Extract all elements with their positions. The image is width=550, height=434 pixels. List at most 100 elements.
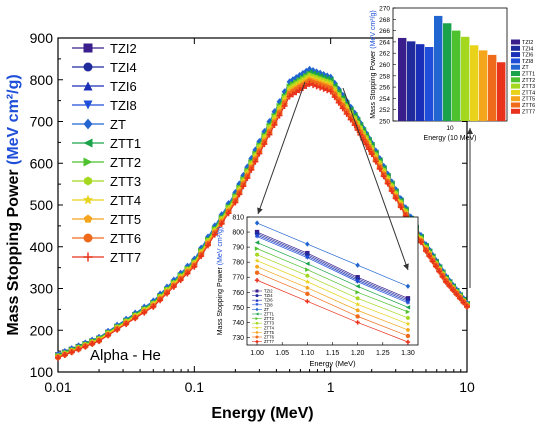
inset-legend-label-ztt7: ZTT7 bbox=[264, 339, 275, 344]
legend-marker-ztt6 bbox=[83, 233, 93, 243]
inset-legend-label-zt: ZT bbox=[264, 307, 270, 312]
legend-marker-ztt2 bbox=[83, 157, 93, 167]
data-point-ztt7 bbox=[68, 349, 75, 356]
legend-label-tzi4: TZI4 bbox=[110, 60, 137, 75]
bar-x-tick-label: 10 bbox=[446, 125, 454, 132]
data-point-ztt7 bbox=[331, 94, 338, 101]
inset-x-tick-label: 1.00 bbox=[250, 350, 264, 357]
inset-legend-label-tzi6: TZI6 bbox=[264, 298, 273, 303]
data-point-ztt7 bbox=[347, 116, 354, 123]
data-point-ztt7 bbox=[266, 131, 273, 138]
inset-series-line-tzi2 bbox=[256, 231, 409, 299]
inset-data-point-ztt5 bbox=[254, 264, 260, 269]
zoom-arrows bbox=[257, 81, 473, 288]
inset-legend-marker-tzi4 bbox=[255, 294, 259, 298]
inset-legend-marker-ztt7 bbox=[255, 340, 259, 344]
legend-marker-ztt1 bbox=[83, 138, 93, 148]
x-tick-label: 10 bbox=[459, 379, 475, 395]
data-point-ztt7 bbox=[446, 282, 453, 289]
bar-legend-swatch-tzi6 bbox=[511, 52, 520, 58]
inset-data-point-tzi8 bbox=[355, 279, 360, 284]
bar-legend-swatch-ztt5 bbox=[511, 96, 520, 102]
data-point-ztt7 bbox=[141, 309, 148, 316]
bar-legend-label-ztt6: ZTT6 bbox=[522, 103, 535, 109]
inset-data-point-ztt1 bbox=[254, 240, 260, 245]
y-tick-label: 700 bbox=[30, 114, 54, 130]
bar-legend-label-ztt7: ZTT7 bbox=[522, 109, 535, 115]
inset-y-tick-label: 810 bbox=[232, 215, 244, 222]
inset-y-tick-label: 780 bbox=[232, 260, 244, 267]
bar-y-tick-label: 266 bbox=[379, 28, 390, 35]
bar-tzi4 bbox=[407, 41, 416, 121]
inset-legend-marker-zt bbox=[255, 307, 259, 312]
data-point-ztt7 bbox=[363, 141, 370, 148]
bar-legend-label-tzi2: TZI2 bbox=[522, 40, 533, 46]
data-point-zt bbox=[281, 88, 288, 96]
bar-legend-swatch-ztt6 bbox=[511, 102, 520, 108]
inset-legend-label-ztt5: ZTT5 bbox=[264, 330, 275, 335]
bar-y-tick-label: 260 bbox=[379, 62, 390, 69]
bar-ztt1 bbox=[443, 23, 452, 122]
y-tick-label: 800 bbox=[30, 72, 54, 88]
legend-label-ztt4: ZTT4 bbox=[110, 193, 141, 208]
data-point-ztt7 bbox=[198, 253, 205, 260]
data-point-ztt7 bbox=[177, 277, 184, 284]
data-point-ztt7 bbox=[211, 231, 218, 238]
bar-ztt4 bbox=[470, 45, 479, 121]
legend-marker-ztt3 bbox=[84, 176, 92, 186]
x-tick-label: 0.01 bbox=[44, 379, 71, 395]
inset-data-point-ztt2 bbox=[405, 309, 411, 315]
inset-data-point-ztt4 bbox=[355, 301, 361, 307]
inset-series-line-ztt7 bbox=[256, 279, 409, 343]
data-point-ztt7 bbox=[335, 99, 342, 106]
inset-legend-marker-ztt1 bbox=[255, 312, 259, 316]
bar-legend-label-zt: ZT bbox=[522, 65, 529, 71]
inset-x-tick-label: 1.20 bbox=[351, 350, 365, 357]
data-point-ztt7 bbox=[114, 326, 121, 333]
inset-data-point-ztt3 bbox=[255, 252, 259, 257]
data-point-ztt7 bbox=[89, 340, 96, 347]
inset-x-axis-label: Energy (MeV) bbox=[309, 359, 356, 368]
inset-y-tick-label: 800 bbox=[232, 230, 244, 237]
inset-y-tick-label: 750 bbox=[232, 305, 244, 312]
bar-legend-swatch-tzi2 bbox=[511, 39, 520, 45]
inset-data-point-ztt5 bbox=[405, 327, 411, 332]
inset-data-point-ztt5 bbox=[355, 308, 360, 313]
data-point-ztt7 bbox=[281, 102, 288, 109]
data-point-ztt7 bbox=[310, 82, 317, 89]
bar-legend-label-ztt3: ZTT3 bbox=[522, 84, 535, 90]
arrow-to-inset-right bbox=[342, 87, 409, 271]
inset-series-line-tzi4 bbox=[256, 233, 409, 301]
bar-legend-label-tzi8: TZI8 bbox=[522, 59, 533, 65]
data-point-ztt7 bbox=[132, 315, 139, 322]
inset-y-axis-label: Mass Stopping Power (MeV cm²/g) bbox=[217, 227, 224, 336]
inset-bar-chart: 250 252 254 256 258 260 262 264 266 268 270 10 Energ… bbox=[370, 6, 535, 143]
data-point-ztt7 bbox=[456, 295, 463, 302]
bar-legend-swatch-ztt7 bbox=[511, 108, 520, 114]
inset-legend-marker-ztt2 bbox=[255, 317, 259, 321]
bar-ztt2 bbox=[452, 30, 461, 122]
data-point-ztt7 bbox=[55, 354, 61, 361]
inset-legend-label-tzi4: TZI4 bbox=[264, 293, 273, 298]
data-point-ztt7 bbox=[436, 268, 443, 275]
y-axis-label: Mass Stopping Power (MeV cm²/g) bbox=[5, 74, 22, 335]
bar-legend-swatch-tzi4 bbox=[511, 45, 520, 51]
data-point-ztt7 bbox=[464, 303, 470, 310]
legend-label-zt: ZT bbox=[110, 117, 126, 132]
bar-legend-swatch-zt bbox=[511, 64, 520, 70]
inset-legend-label-tzi8: TZI8 bbox=[264, 302, 273, 307]
y-tick-label: 100 bbox=[30, 364, 54, 380]
inset-y-tick-label: 740 bbox=[232, 320, 244, 327]
data-point-ztt7 bbox=[205, 242, 212, 249]
inset-data-point-ztt7 bbox=[405, 339, 411, 345]
inset-data-point-ztt6 bbox=[405, 333, 411, 339]
inset-x-tick-label: 1.25 bbox=[376, 350, 390, 357]
data-point-ztt7 bbox=[306, 80, 313, 87]
legend-marker-ztt7 bbox=[83, 252, 93, 262]
data-point-ztt7 bbox=[123, 320, 130, 327]
bar-ztt7 bbox=[497, 62, 506, 121]
data-point-ztt7 bbox=[388, 187, 395, 194]
inset-data-point-zt bbox=[355, 262, 360, 268]
data-point-zt bbox=[306, 65, 313, 73]
